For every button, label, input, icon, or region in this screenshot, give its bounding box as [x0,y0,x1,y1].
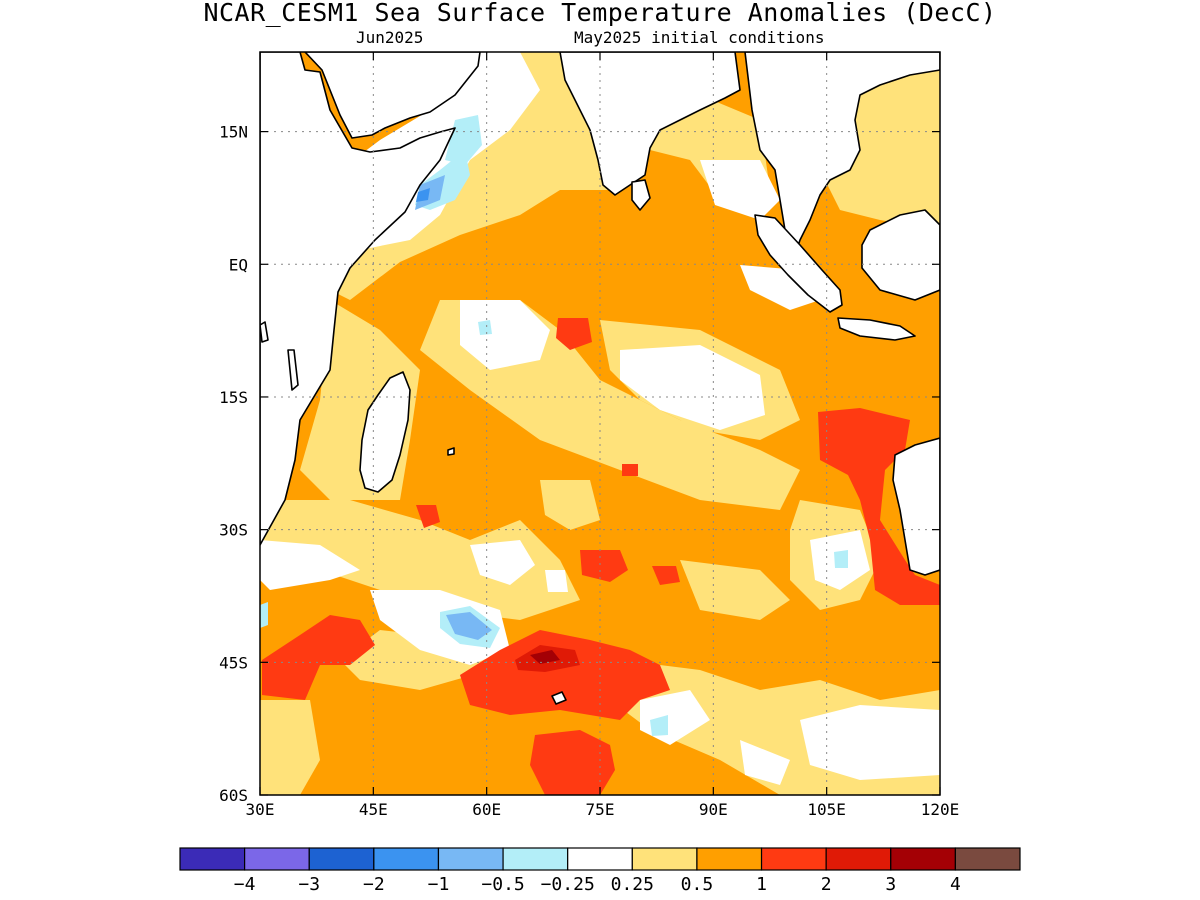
lon-tick-label: 75E [586,800,615,819]
colorbar-label: 0.25 [611,874,654,895]
cool-patch-medium [446,612,492,640]
lon-tick-label: 30E [246,800,275,819]
colorbar-label: 2 [821,874,832,895]
cool-patch-strong [416,188,430,202]
colorbar-swatch [308,847,375,871]
lon-tick-label: 90E [699,800,728,819]
lat-tick-label: 15S [219,388,248,407]
colorbar-label: −3 [298,874,320,895]
colorbar-swatch [179,847,246,871]
cool-patch-light [260,602,268,628]
cool-patch-light [834,550,848,568]
arabia-land [304,52,481,139]
cool-patch-medium [415,175,445,210]
valid-month-label: Jun2025 [356,28,424,47]
colorbar: −4 −3 −2 −1 −0.5 −0.25 0.25 0.5 1 2 3 4 [179,847,1021,895]
colorbar-swatch [890,847,956,871]
lat-tick-label: 15N [219,123,248,142]
lon-tick-label: 45E [359,800,388,819]
colorbar-swatch [760,847,827,871]
colorbar-swatch [696,847,763,871]
sri-lanka-land [631,179,651,211]
indochina-land [744,52,940,256]
kerguelen-island [551,691,567,705]
colorbar-swatch [825,847,892,871]
sumatra-land [754,214,843,313]
lon-tick-label: 120E [921,800,960,819]
lake-victoria [260,321,269,343]
colorbar-label: −4 [234,874,256,895]
coastlines [260,52,940,705]
colorbar-label: 0.5 [681,874,714,895]
colorbar-swatch [954,847,1021,871]
strong-warm-regions [262,318,940,795]
colorbar-swatch [373,847,440,871]
madagascar-land [359,371,411,493]
anomaly-field [260,52,940,795]
colorbar-swatch [244,847,310,871]
colorbar-label: 4 [950,874,961,895]
cool-patch-light [478,320,492,335]
colorbar-swatch [437,847,504,871]
graticule [260,52,940,795]
colorbar-label: 1 [756,874,767,895]
cool-patch-light [650,715,668,736]
colorbar-swatch [631,847,698,871]
lat-tick-label: 60S [219,786,248,805]
africa-land [260,52,456,546]
lon-tick-label: 105E [807,800,846,819]
colorbar-label: −0.5 [481,874,524,895]
colorbar-swatch [567,847,633,871]
lake-malawi [287,349,299,391]
borneo-land [861,209,940,301]
lat-tick-label: 30S [219,521,248,540]
lon-tick-label: 60E [472,800,501,819]
australia-land [892,437,940,576]
extreme-warm-region [530,650,560,664]
colorbar-swatch [502,847,569,871]
lat-tick-label: EQ [229,255,248,274]
lat-tick-label: 45S [219,653,248,672]
mascarene-islands [447,447,455,456]
map-title: NCAR_CESM1 Sea Surface Temperature Anoma… [203,0,997,27]
colorbar-label: −2 [363,874,385,895]
java-land [837,317,916,341]
colorbar-label: −1 [428,874,450,895]
colorbar-label: 3 [885,874,896,895]
colorbar-label: −0.25 [541,874,595,895]
india-land [559,52,741,196]
init-conditions-label: May2025 initial conditions [574,28,825,47]
axis-ticks: 30E 45E 60E 75E 90E 105E 120E 15N EQ 15S 30S 45S 60S [219,52,959,819]
